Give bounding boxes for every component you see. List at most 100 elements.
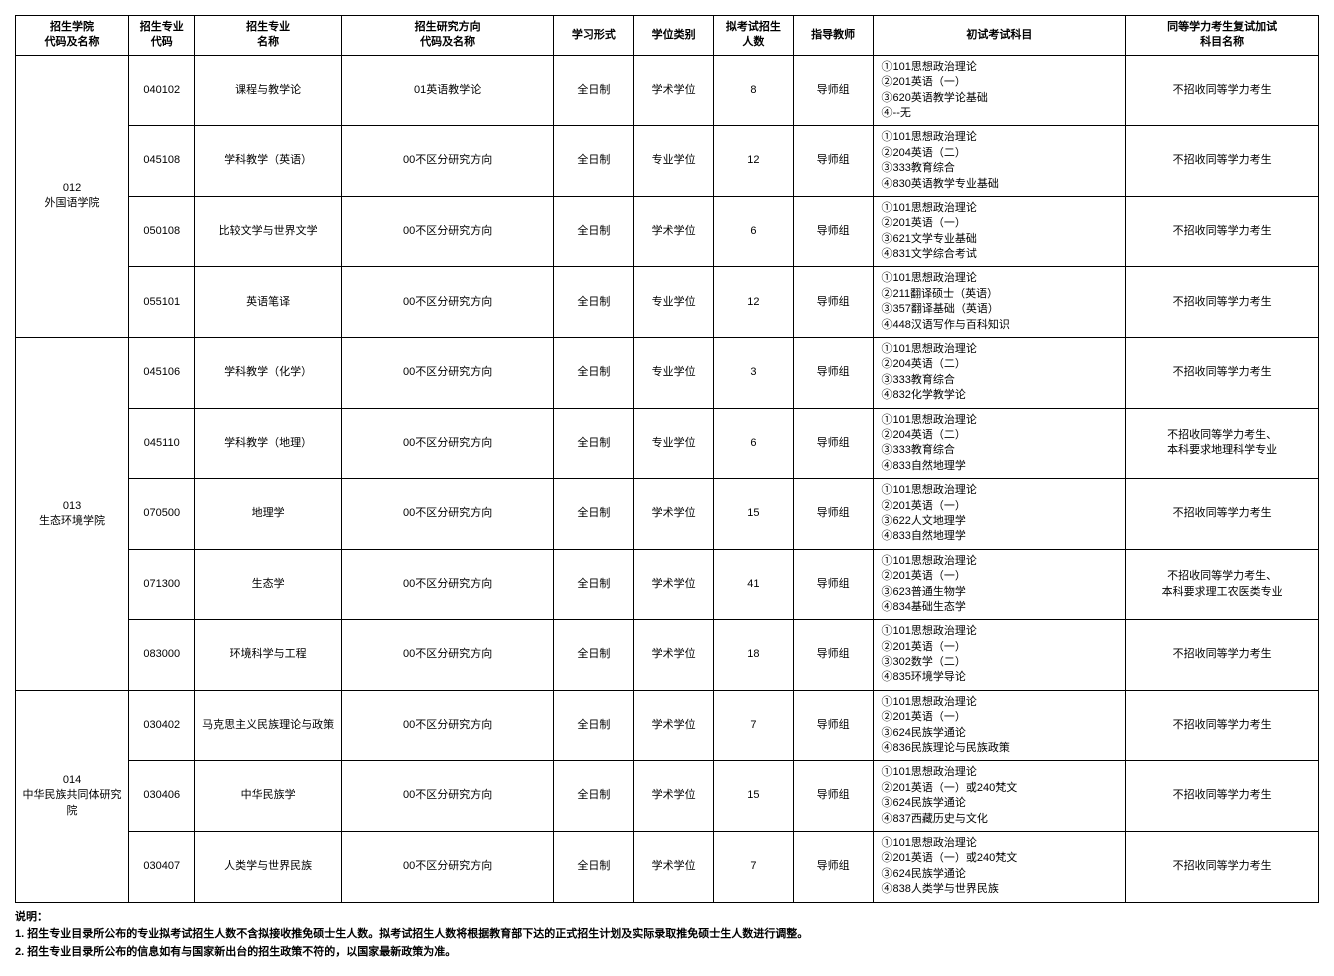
extra-cell: 不招收同等学力考生、本科要求地理科学专业 [1126,408,1319,479]
extra-cell: 不招收同等学力考生 [1126,55,1319,126]
degree-cell: 学术学位 [634,55,714,126]
subjects-cell: ①101思想政治理论②201英语（一）或240梵文③624民族学通论④838人类… [873,831,1126,902]
code-cell: 071300 [129,549,195,620]
table-row: 045108学科教学（英语）00不区分研究方向全日制专业学位12导师组①101思… [16,126,1319,197]
advisor-cell: 导师组 [793,196,873,267]
extra-cell: 不招收同等学力考生、本科要求理工农医类专业 [1126,549,1319,620]
table-row: 055101英语笔译00不区分研究方向全日制专业学位12导师组①101思想政治理… [16,267,1319,338]
direction-cell: 00不区分研究方向 [341,267,554,338]
extra-cell: 不招收同等学力考生 [1126,338,1319,409]
major-cell: 中华民族学 [195,761,341,832]
direction-cell: 00不区分研究方向 [341,761,554,832]
mode-cell: 全日制 [554,690,634,761]
direction-cell: 00不区分研究方向 [341,196,554,267]
count-cell: 12 [714,126,794,197]
table-row: 012外国语学院040102课程与教学论01英语教学论全日制学术学位8导师组①1… [16,55,1319,126]
major-cell: 学科教学（英语） [195,126,341,197]
degree-cell: 专业学位 [634,126,714,197]
direction-cell: 00不区分研究方向 [341,690,554,761]
mode-cell: 全日制 [554,549,634,620]
header-mode: 学习形式 [554,16,634,56]
header-direction: 招生研究方向代码及名称 [341,16,554,56]
code-cell: 030406 [129,761,195,832]
major-cell: 马克思主义民族理论与政策 [195,690,341,761]
degree-cell: 学术学位 [634,620,714,691]
advisor-cell: 导师组 [793,620,873,691]
school-cell: 013生态环境学院 [16,338,129,691]
subjects-cell: ①101思想政治理论②201英语（一）③622人文地理学④833自然地理学 [873,479,1126,550]
notes-title: 说明： [15,909,1319,926]
table-row: 045110学科教学（地理）00不区分研究方向全日制专业学位6导师组①101思想… [16,408,1319,479]
degree-cell: 专业学位 [634,408,714,479]
mode-cell: 全日制 [554,761,634,832]
advisor-cell: 导师组 [793,408,873,479]
major-cell: 学科教学（地理） [195,408,341,479]
code-cell: 030407 [129,831,195,902]
table-row: 071300生态学00不区分研究方向全日制学术学位41导师组①101思想政治理论… [16,549,1319,620]
advisor-cell: 导师组 [793,55,873,126]
table-row: 070500地理学00不区分研究方向全日制学术学位15导师组①101思想政治理论… [16,479,1319,550]
subjects-cell: ①101思想政治理论②201英语（一）③620英语教学论基础④--无 [873,55,1126,126]
advisor-cell: 导师组 [793,267,873,338]
direction-cell: 01英语教学论 [341,55,554,126]
direction-cell: 00不区分研究方向 [341,620,554,691]
advisor-cell: 导师组 [793,479,873,550]
extra-cell: 不招收同等学力考生 [1126,267,1319,338]
extra-cell: 不招收同等学力考生 [1126,620,1319,691]
advisor-cell: 导师组 [793,338,873,409]
degree-cell: 学术学位 [634,479,714,550]
code-cell: 045106 [129,338,195,409]
extra-cell: 不招收同等学力考生 [1126,196,1319,267]
header-count: 拟考试招生人数 [714,16,794,56]
count-cell: 8 [714,55,794,126]
major-cell: 课程与教学论 [195,55,341,126]
mode-cell: 全日制 [554,338,634,409]
major-cell: 学科教学（化学） [195,338,341,409]
subjects-cell: ①101思想政治理论②211翻译硕士（英语）③357翻译基础（英语）④448汉语… [873,267,1126,338]
advisor-cell: 导师组 [793,761,873,832]
advisor-cell: 导师组 [793,549,873,620]
code-cell: 045108 [129,126,195,197]
mode-cell: 全日制 [554,196,634,267]
header-extra: 同等学力考生复试加试科目名称 [1126,16,1319,56]
count-cell: 6 [714,408,794,479]
count-cell: 7 [714,831,794,902]
major-cell: 人类学与世界民族 [195,831,341,902]
subjects-cell: ①101思想政治理论②201英语（一）③302数学（二）④835环境学导论 [873,620,1126,691]
table-row: 030406中华民族学00不区分研究方向全日制学术学位15导师组①101思想政治… [16,761,1319,832]
code-cell: 030402 [129,690,195,761]
header-degree: 学位类别 [634,16,714,56]
direction-cell: 00不区分研究方向 [341,126,554,197]
count-cell: 15 [714,761,794,832]
code-cell: 040102 [129,55,195,126]
notes-line1: 1. 招生专业目录所公布的专业拟考试招生人数不含拟接收推免硕士生人数。拟考试招生… [15,926,1319,943]
mode-cell: 全日制 [554,126,634,197]
count-cell: 7 [714,690,794,761]
major-cell: 生态学 [195,549,341,620]
code-cell: 055101 [129,267,195,338]
count-cell: 6 [714,196,794,267]
direction-cell: 00不区分研究方向 [341,408,554,479]
header-code: 招生专业代码 [129,16,195,56]
header-major: 招生专业名称 [195,16,341,56]
mode-cell: 全日制 [554,408,634,479]
extra-cell: 不招收同等学力考生 [1126,126,1319,197]
degree-cell: 学术学位 [634,549,714,620]
degree-cell: 专业学位 [634,267,714,338]
advisor-cell: 导师组 [793,126,873,197]
school-cell: 014中华民族共同体研究院 [16,690,129,902]
header-school: 招生学院代码及名称 [16,16,129,56]
code-cell: 050108 [129,196,195,267]
major-cell: 地理学 [195,479,341,550]
count-cell: 15 [714,479,794,550]
mode-cell: 全日制 [554,831,634,902]
direction-cell: 00不区分研究方向 [341,338,554,409]
direction-cell: 00不区分研究方向 [341,549,554,620]
code-cell: 045110 [129,408,195,479]
mode-cell: 全日制 [554,620,634,691]
notes-section: 说明： 1. 招生专业目录所公布的专业拟考试招生人数不含拟接收推免硕士生人数。拟… [15,909,1319,961]
count-cell: 41 [714,549,794,620]
table-row: 014中华民族共同体研究院030402马克思主义民族理论与政策00不区分研究方向… [16,690,1319,761]
school-cell: 012外国语学院 [16,55,129,337]
direction-cell: 00不区分研究方向 [341,831,554,902]
